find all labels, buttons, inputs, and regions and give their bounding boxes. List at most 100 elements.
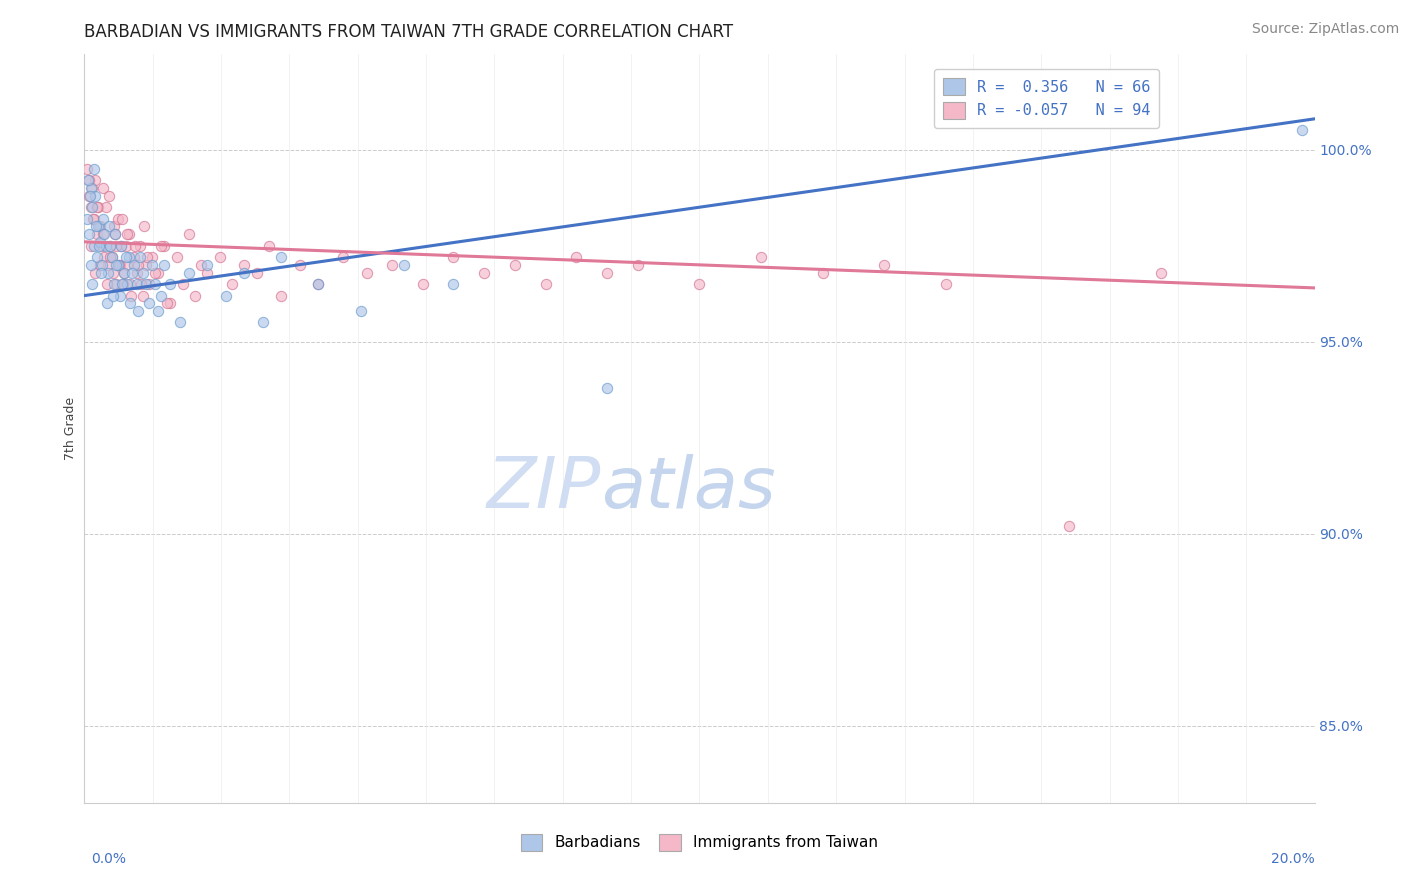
Point: [129, 277, 152, 291]
Point: [121, 266, 143, 280]
Point: [332, 250, 354, 264]
Point: [1150, 266, 1173, 280]
Point: [86, 250, 108, 264]
Text: 0.0%: 0.0%: [91, 852, 127, 866]
Point: [115, 250, 138, 264]
Point: [108, 258, 131, 272]
Point: [110, 238, 132, 252]
Point: [159, 296, 181, 310]
Point: [77, 173, 100, 187]
Point: [82, 211, 104, 226]
Point: [177, 227, 200, 241]
Point: [150, 288, 173, 302]
Point: [128, 304, 150, 318]
Point: [86, 200, 108, 214]
Point: [120, 288, 142, 302]
Point: [87, 238, 110, 252]
Legend: Barbadians, Immigrants from Taiwan: Barbadians, Immigrants from Taiwan: [513, 826, 886, 859]
Point: [79, 188, 101, 202]
Point: [96, 277, 118, 291]
Point: [79, 200, 101, 214]
Point: [77, 173, 100, 187]
Point: [111, 277, 134, 291]
Point: [148, 304, 170, 318]
Point: [107, 211, 129, 226]
Point: [93, 250, 115, 264]
Point: [136, 250, 159, 264]
Point: [87, 219, 110, 234]
Point: [472, 266, 495, 280]
Point: [128, 250, 150, 264]
Point: [356, 266, 378, 280]
Point: [135, 258, 157, 272]
Point: [84, 173, 107, 187]
Point: [90, 258, 112, 272]
Point: [503, 258, 526, 272]
Point: [98, 188, 120, 202]
Point: [86, 227, 108, 241]
Point: [381, 258, 404, 272]
Point: [288, 258, 311, 272]
Point: [148, 266, 170, 280]
Point: [307, 277, 329, 291]
Point: [83, 161, 105, 176]
Point: [89, 235, 111, 249]
Point: [125, 277, 148, 291]
Point: [143, 277, 166, 291]
Point: [91, 181, 114, 195]
Point: [627, 258, 650, 272]
Point: [127, 258, 149, 272]
Point: [89, 219, 111, 234]
Point: [443, 277, 465, 291]
Point: [233, 258, 256, 272]
Point: [190, 258, 212, 272]
Point: [104, 227, 127, 241]
Point: [118, 227, 141, 241]
Point: [110, 238, 132, 252]
Point: [197, 258, 219, 272]
Point: [115, 238, 138, 252]
Point: [138, 277, 160, 291]
Point: [84, 188, 107, 202]
Point: [96, 296, 118, 310]
Point: [565, 250, 588, 264]
Point: [132, 219, 155, 234]
Point: [132, 288, 155, 302]
Point: [132, 266, 155, 280]
Point: [307, 277, 329, 291]
Point: [125, 266, 148, 280]
Point: [208, 250, 231, 264]
Text: Source: ZipAtlas.com: Source: ZipAtlas.com: [1251, 22, 1399, 37]
Point: [83, 266, 105, 280]
Point: [153, 258, 176, 272]
Point: [166, 250, 188, 264]
Point: [79, 227, 101, 241]
Point: [120, 277, 142, 291]
Point: [159, 277, 181, 291]
Point: [82, 277, 104, 291]
Text: atlas: atlas: [602, 454, 776, 523]
Point: [112, 266, 135, 280]
Point: [103, 288, 125, 302]
Point: [108, 258, 131, 272]
Text: BARBADIAN VS IMMIGRANTS FROM TAIWAN 7TH GRADE CORRELATION CHART: BARBADIAN VS IMMIGRANTS FROM TAIWAN 7TH …: [84, 23, 734, 41]
Point: [98, 219, 120, 234]
Point: [596, 266, 619, 280]
Point: [105, 258, 128, 272]
Point: [80, 181, 103, 195]
Point: [80, 200, 103, 214]
Point: [112, 277, 135, 291]
Point: [172, 277, 194, 291]
Point: [184, 288, 207, 302]
Point: [89, 258, 111, 272]
Point: [79, 188, 101, 202]
Point: [105, 277, 128, 291]
Point: [94, 238, 117, 252]
Point: [128, 238, 150, 252]
Point: [177, 266, 200, 280]
Point: [169, 316, 191, 330]
Point: [79, 181, 101, 195]
Point: [246, 266, 269, 280]
Point: [76, 161, 98, 176]
Point: [150, 238, 173, 252]
